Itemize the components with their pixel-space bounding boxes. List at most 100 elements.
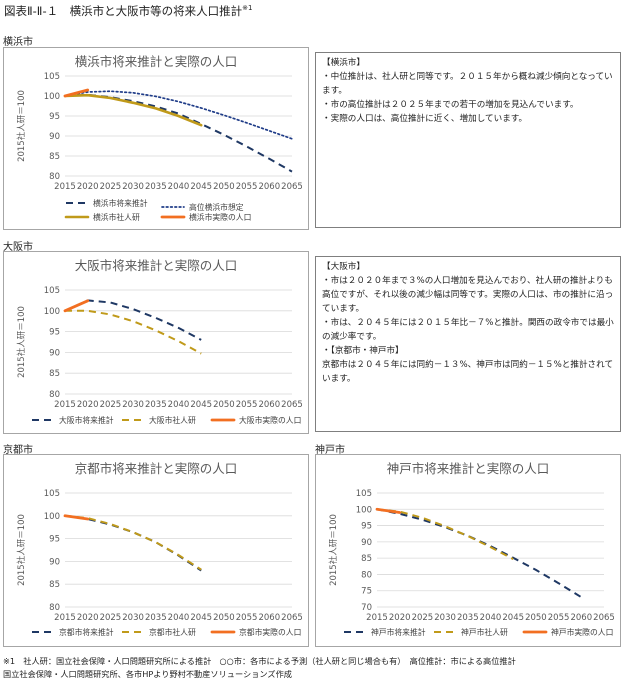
y-tick-label: 85 (49, 369, 60, 379)
note-line: ・実際の人口は、高位推計に近く、増加しています。 (322, 114, 528, 124)
x-tick-label: 2050 (213, 613, 235, 623)
y-tick-label: 105 (44, 286, 60, 296)
y-tick-label: 85 (49, 580, 60, 590)
y-axis-label: 2015社人研＝100 (328, 514, 339, 586)
x-tick-label: 2035 (145, 613, 167, 623)
x-tick-label: 2035 (145, 400, 167, 410)
series-line (63, 88, 90, 98)
y-tick-label: 80 (49, 603, 60, 613)
series-line (375, 507, 402, 514)
note-box-yokohama: 【横浜市】 ・中位推計は、社人研と同等です。２０１５年から概ね減少傾向となってい… (315, 52, 621, 228)
figure-title-text: 図表Ⅱ-Ⅱ-１ 横浜市と大阪市等の将来人口推計 (4, 4, 243, 18)
x-tick-label: 2025 (100, 182, 122, 192)
series-line (64, 514, 202, 572)
series-line (65, 309, 202, 355)
figure-title-note: ※1 (242, 4, 253, 13)
note-line: ・市の高位推計は２０２５年までの若干の増加を見込んでいます。 (322, 100, 579, 110)
y-tick-label: 85 (361, 554, 372, 564)
x-tick-label: 2025 (100, 613, 122, 623)
x-tick-label: 2040 (480, 613, 502, 623)
x-tick-label: 2055 (236, 182, 258, 192)
series-line (64, 299, 202, 341)
y-tick-label: 105 (44, 489, 60, 499)
y-tick-label: 95 (49, 535, 60, 545)
series-line (63, 93, 203, 127)
chart-panel-osaka: 大阪市将来推計と実際の人口 80 85 90 95 100 105 2015 2020 2025 2… (3, 251, 309, 434)
y-tick-label: 95 (361, 522, 372, 532)
x-tick-label: 2040 (168, 182, 190, 192)
x-tick-label: 2040 (168, 613, 190, 623)
y-tick-label: 90 (361, 538, 372, 548)
series-line (64, 93, 293, 173)
x-tick-label: 2040 (168, 400, 190, 410)
city-label-kobe: 神戸市 (315, 445, 345, 456)
x-tick-label: 2015 (54, 400, 76, 410)
series-line (63, 299, 90, 313)
note-box-osaka: 【大阪市】 ・市は２０２０年まで３%の人口増加を見込んでおり、社人研の推計よりも… (315, 256, 621, 432)
legend-label: 神戸市実際の人口 (551, 627, 613, 637)
legend-label: 横浜市実際の人口 (189, 212, 251, 222)
note-heading: 【横浜市】 (322, 58, 365, 68)
x-tick-label: 2050 (213, 182, 235, 192)
note-line: ・市は２０２０年まで３%の人口増加を見込んでおり、社人研の推計よりも高位ですが、… (322, 276, 614, 314)
x-tick-label: 2015 (366, 613, 388, 623)
legend-label: 京都市将来推計 (59, 627, 114, 637)
chart-panel-yokohama: 横浜市将来推計と実際の人口 80 85 90 95 100 105 2015 2020 2025 2… (3, 47, 309, 230)
legend-label: 神戸市将来推計 (371, 627, 426, 637)
y-axis-label: 2015社人研＝100 (16, 90, 27, 162)
x-tick-label: 2065 (281, 613, 303, 623)
footnote-source: 国立社会保障・人口問題研究所、各市HPより野村不動産ソリューションズ作成 (3, 669, 292, 679)
y-tick-label: 100 (44, 512, 60, 522)
chart-panel-kobe: 神戸市将来推計と実際の人口 70 75 80 85 90 95 100 105 2015 2020 2… (315, 454, 621, 647)
x-tick-label: 2030 (122, 400, 144, 410)
x-tick-label: 2060 (258, 400, 280, 410)
series-line (376, 508, 514, 560)
chart-title: 京都市将来推計と実際の人口 (75, 461, 238, 476)
legend-label: 大阪市実際の人口 (239, 415, 301, 425)
y-tick-label: 80 (361, 570, 372, 580)
x-tick-label: 2045 (190, 613, 212, 623)
x-tick-label: 2060 (570, 613, 592, 623)
city-label-kyoto: 京都市 (3, 445, 33, 456)
x-tick-label: 2025 (412, 613, 434, 623)
x-tick-label: 2065 (593, 613, 615, 623)
note-line: 京都市は２０４５年には同約－１３%、神戸市は同約－１５%と推計されています。 (322, 360, 614, 384)
x-tick-label: 2030 (122, 182, 144, 192)
x-tick-label: 2055 (236, 613, 258, 623)
x-tick-label: 2050 (525, 613, 547, 623)
x-tick-label: 2045 (502, 613, 524, 623)
y-tick-label: 75 (361, 587, 372, 597)
x-tick-label: 2020 (77, 613, 99, 623)
legend-label: 神戸市社人研 (461, 627, 508, 637)
legend-label: 大阪市将来推計 (59, 415, 114, 425)
note-line: ・【京都市・神戸市】 (322, 346, 404, 356)
y-tick-label: 70 (361, 603, 372, 613)
x-tick-label: 2020 (77, 182, 99, 192)
legend-label: 横浜市将来推計 (93, 198, 148, 208)
x-tick-label: 2015 (54, 182, 76, 192)
legend-label: 横浜市社人研 (93, 212, 140, 222)
legend-label: 京都市社人研 (149, 627, 196, 637)
y-tick-label: 100 (44, 92, 60, 102)
city-label-yokohama: 横浜市 (3, 37, 33, 48)
x-tick-label: 2035 (457, 613, 479, 623)
x-tick-label: 2065 (281, 400, 303, 410)
figure-title: 図表Ⅱ-Ⅱ-１ 横浜市と大阪市等の将来人口推計※1 (4, 3, 252, 19)
x-tick-label: 2055 (548, 613, 570, 623)
x-tick-label: 2055 (236, 400, 258, 410)
legend-label: 京都市実際の人口 (239, 627, 301, 637)
y-tick-label: 100 (356, 505, 372, 515)
y-axis-label: 2015社人研＝100 (16, 306, 27, 378)
x-tick-label: 2020 (389, 613, 411, 623)
x-tick-label: 2020 (77, 400, 99, 410)
y-tick-label: 95 (49, 112, 60, 122)
x-tick-label: 2030 (122, 613, 144, 623)
series-line (63, 514, 90, 521)
chart-panel-kyoto: 京都市将来推計と実際の人口 80 85 90 95 100 105 2015 2020 2025 2… (3, 454, 309, 647)
note-heading: 【大阪市】 (322, 262, 365, 272)
x-tick-label: 2025 (100, 400, 122, 410)
